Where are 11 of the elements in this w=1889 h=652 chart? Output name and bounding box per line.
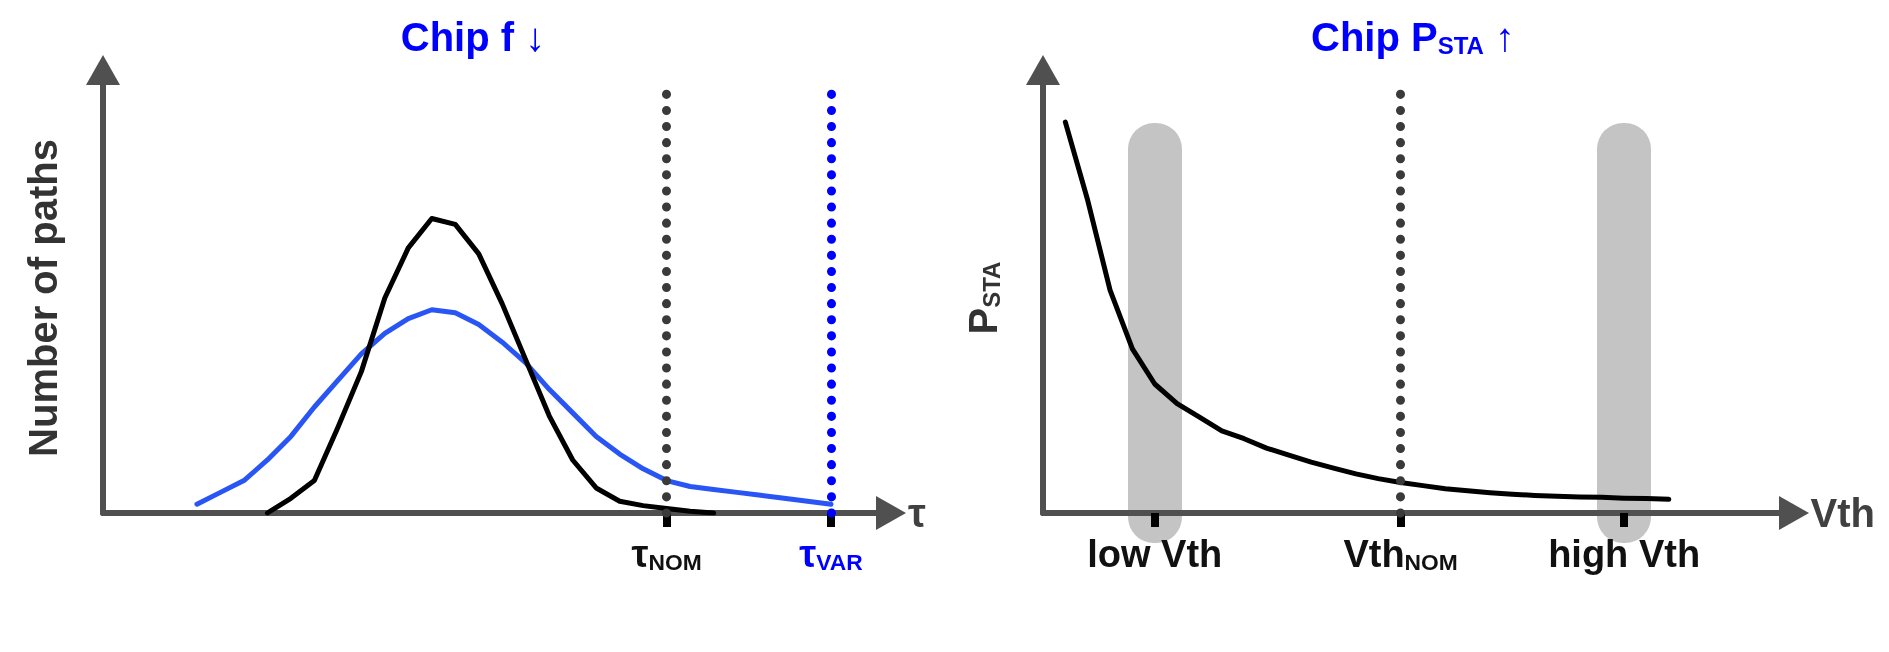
x-tick-label: VthNOM bbox=[1343, 533, 1458, 575]
x-axis-title: Vth bbox=[1810, 491, 1875, 535]
x-tick-label: low Vth bbox=[1087, 533, 1223, 575]
x-tick-label: τVAR bbox=[799, 533, 863, 575]
x-tick-label: τNOM bbox=[631, 533, 702, 575]
y-axis-title: Number of paths bbox=[21, 139, 65, 457]
x-tick-label: high Vth bbox=[1548, 533, 1701, 575]
y-axis-title: PSTA bbox=[961, 261, 1005, 335]
chart-title: Chip f ↓ bbox=[400, 15, 546, 59]
chart-title: Chip PSTA ↑ bbox=[1311, 15, 1515, 59]
x-axis-title: τ bbox=[908, 491, 926, 535]
